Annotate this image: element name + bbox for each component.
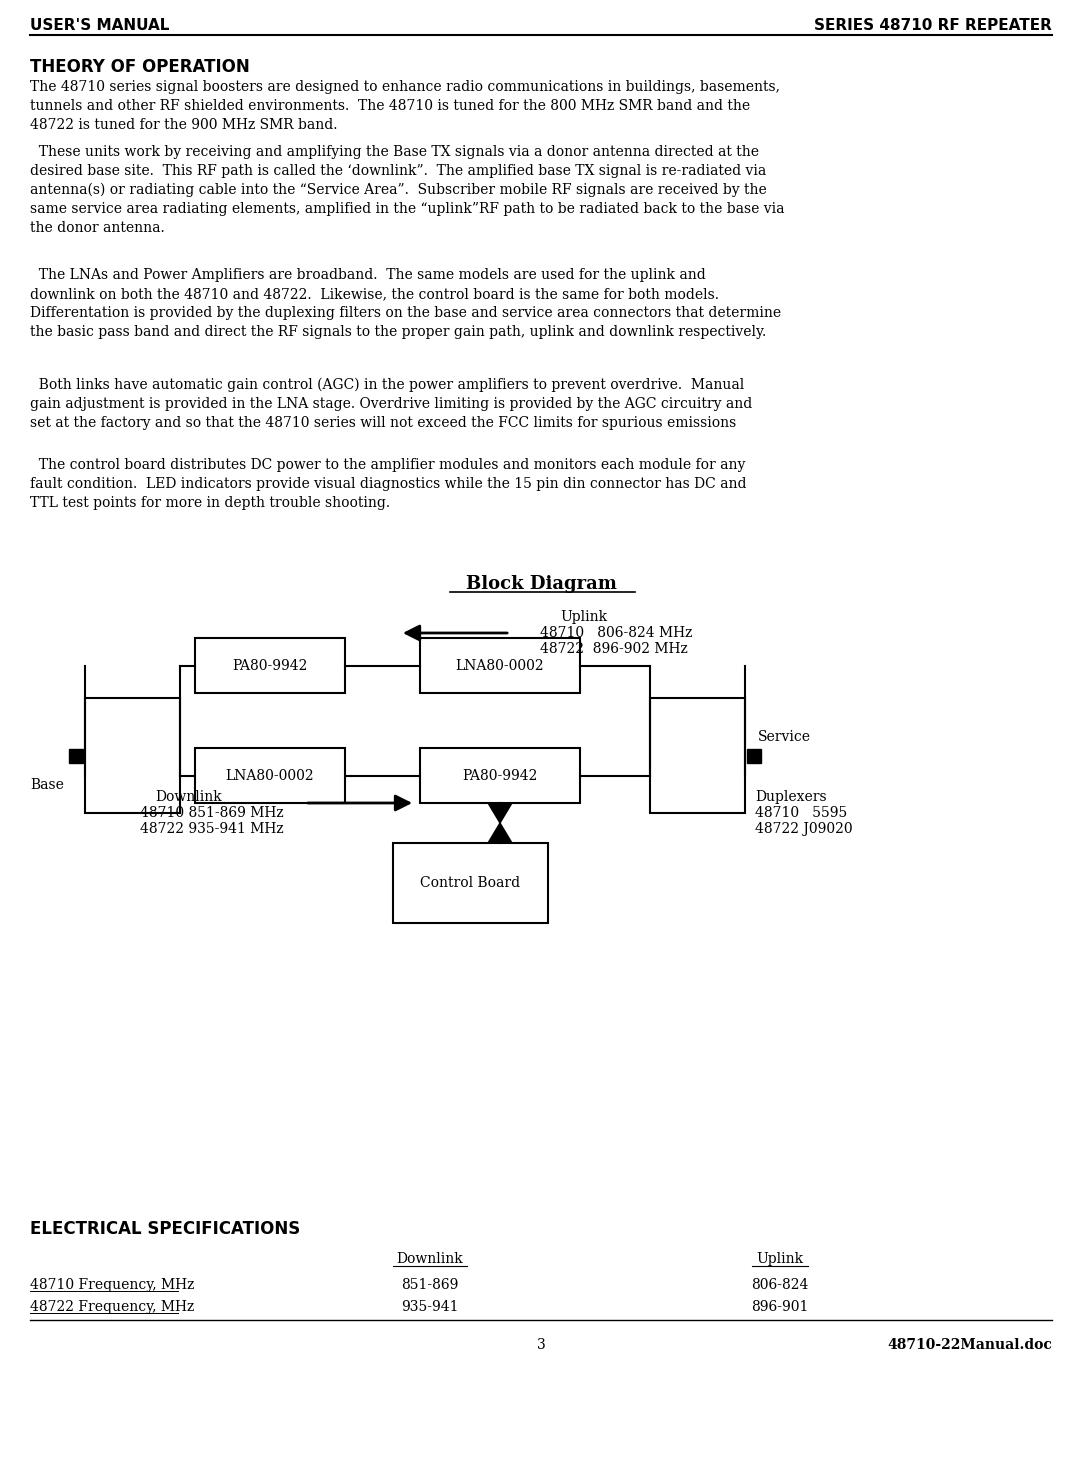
- Text: Uplink: Uplink: [756, 1252, 804, 1266]
- Text: 896-901: 896-901: [751, 1300, 808, 1315]
- Text: SERIES 48710 RF REPEATER: SERIES 48710 RF REPEATER: [814, 18, 1052, 34]
- Text: ELECTRICAL SPECIFICATIONS: ELECTRICAL SPECIFICATIONS: [30, 1220, 300, 1239]
- Text: Control Board: Control Board: [421, 875, 520, 890]
- Text: 48722 935-941 MHz: 48722 935-941 MHz: [140, 821, 283, 836]
- Text: 48722  896-902 MHz: 48722 896-902 MHz: [540, 642, 688, 657]
- Text: LNA80-0002: LNA80-0002: [456, 658, 544, 673]
- Text: USER'S MANUAL: USER'S MANUAL: [30, 18, 170, 34]
- Text: Block Diagram: Block Diagram: [465, 575, 617, 592]
- Text: Both links have automatic gain control (AGC) in the power amplifiers to prevent : Both links have automatic gain control (…: [30, 378, 752, 430]
- Text: 48710   806-824 MHz: 48710 806-824 MHz: [540, 626, 692, 641]
- Text: Duplexers: Duplexers: [755, 789, 827, 804]
- Bar: [69, 748, 83, 763]
- Text: These units work by receiving and amplifying the Base TX signals via a donor ant: These units work by receiving and amplif…: [30, 144, 784, 235]
- Text: Uplink: Uplink: [560, 610, 607, 624]
- Polygon shape: [488, 802, 512, 823]
- Text: Service: Service: [758, 730, 812, 744]
- Bar: [650, 697, 745, 813]
- Text: Downlink: Downlink: [155, 789, 222, 804]
- Bar: [195, 638, 345, 693]
- Text: 48710   5595: 48710 5595: [755, 805, 847, 820]
- Text: 48722 Frequency, MHz: 48722 Frequency, MHz: [30, 1300, 195, 1315]
- Bar: [747, 748, 761, 763]
- Bar: [420, 638, 580, 693]
- Bar: [195, 748, 345, 802]
- Text: 48710 851-869 MHz: 48710 851-869 MHz: [140, 805, 283, 820]
- Text: 48722 J09020: 48722 J09020: [755, 821, 853, 836]
- Text: 48710-22Manual.doc: 48710-22Manual.doc: [887, 1338, 1052, 1352]
- Text: 3: 3: [537, 1338, 545, 1352]
- Text: The control board distributes DC power to the amplifier modules and monitors eac: The control board distributes DC power t…: [30, 458, 747, 509]
- Text: Downlink: Downlink: [397, 1252, 463, 1266]
- Bar: [420, 748, 580, 802]
- Text: 851-869: 851-869: [401, 1278, 459, 1293]
- Text: PA80-9942: PA80-9942: [233, 658, 307, 673]
- Bar: [393, 843, 547, 924]
- Text: 806-824: 806-824: [751, 1278, 808, 1293]
- Text: 935-941: 935-941: [401, 1300, 459, 1315]
- Bar: [85, 697, 180, 813]
- Text: THEORY OF OPERATION: THEORY OF OPERATION: [30, 58, 250, 76]
- Text: 48710 Frequency, MHz: 48710 Frequency, MHz: [30, 1278, 195, 1293]
- Polygon shape: [488, 823, 512, 843]
- Text: Base: Base: [30, 778, 64, 792]
- Text: LNA80-0002: LNA80-0002: [226, 769, 314, 782]
- Text: PA80-9942: PA80-9942: [462, 769, 538, 782]
- Text: The 48710 series signal boosters are designed to enhance radio communications in: The 48710 series signal boosters are des…: [30, 80, 780, 131]
- Text: The LNAs and Power Amplifiers are broadband.  The same models are used for the u: The LNAs and Power Amplifiers are broadb…: [30, 268, 781, 338]
